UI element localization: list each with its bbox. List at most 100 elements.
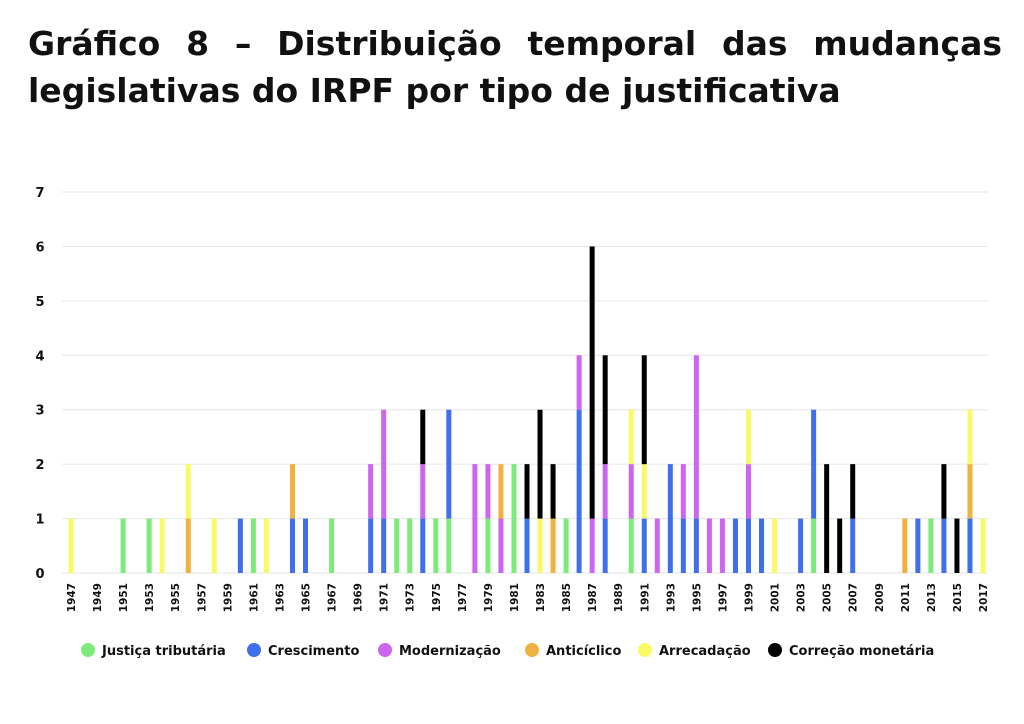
x-tick-label: 2013	[926, 583, 938, 612]
bar-1971-modernizacao	[381, 409, 387, 519]
bar-1988-correcao-monetaria	[602, 355, 608, 465]
x-tick-label: 1965	[301, 583, 313, 612]
bar-1982-crescimento	[524, 518, 530, 573]
x-tick-label: 1983	[535, 583, 547, 612]
legend-swatch-crescimento	[247, 643, 261, 657]
bar-1984-correcao-monetaria	[550, 464, 556, 519]
bar-2004-crescimento	[811, 409, 817, 519]
bar-1960-crescimento	[237, 518, 243, 573]
legend-swatch-justica-tributaria	[81, 643, 95, 657]
bar-1984-anticiclico	[550, 518, 556, 573]
bar-1994-crescimento	[680, 518, 686, 573]
bar-1983-correcao-monetaria	[537, 409, 543, 519]
bar-2014-correcao-monetaria	[941, 464, 947, 519]
x-tick-label: 1973	[405, 583, 417, 612]
bar-2001-arrecadacao	[772, 518, 778, 573]
x-tick-label: 1957	[196, 583, 208, 612]
bar-2006-correcao-monetaria	[837, 518, 843, 573]
bar-1970-crescimento	[368, 518, 374, 573]
bar-1995-crescimento	[693, 518, 699, 573]
bar-1992-modernizacao	[654, 518, 660, 573]
bar-2016-arrecadacao	[967, 409, 973, 465]
bar-2016-anticiclico	[967, 464, 973, 519]
bar-1988-modernizacao	[602, 464, 608, 519]
bar-1972-justica-tributaria	[394, 518, 400, 573]
bar-1947-arrecadacao	[68, 518, 74, 573]
legend-swatch-anticiclico	[525, 643, 539, 657]
bar-2015-correcao-monetaria	[954, 518, 960, 573]
bar-1987-modernizacao	[589, 518, 595, 573]
bar-1982-correcao-monetaria	[524, 464, 530, 519]
bar-1980-anticiclico	[498, 464, 504, 519]
x-tick-label: 1953	[144, 583, 156, 612]
bar-1974-correcao-monetaria	[420, 409, 426, 465]
bar-1974-modernizacao	[420, 464, 426, 519]
bar-1999-arrecadacao	[745, 409, 751, 465]
x-tick-label: 2009	[874, 583, 886, 612]
bar-1996-modernizacao	[706, 518, 712, 573]
bar-1970-modernizacao	[368, 464, 374, 519]
bar-1999-modernizacao	[745, 464, 751, 519]
bar-2007-correcao-monetaria	[850, 464, 856, 519]
x-tick-label: 1999	[743, 583, 755, 612]
x-tick-label: 2003	[796, 583, 808, 612]
legend-swatch-correcao-monetaria	[768, 643, 782, 657]
y-tick-label: 7	[35, 186, 44, 201]
bar-1985-justica-tributaria	[563, 518, 569, 573]
bar-1997-modernizacao	[719, 518, 725, 573]
x-axis: 1947 1949 1951 1953 1955 1957 1959 1961 1963 1965…	[66, 583, 990, 612]
bar-2017-arrecadacao	[980, 518, 986, 573]
x-tick-label: 1977	[457, 583, 469, 612]
y-tick-label: 5	[35, 295, 44, 310]
y-tick-label: 3	[35, 404, 44, 419]
bar-2011-anticiclico	[902, 518, 908, 573]
bar-2003-crescimento	[798, 518, 804, 573]
bar-1995-modernizacao	[693, 355, 699, 519]
bar-1991-correcao-monetaria	[641, 355, 647, 465]
bar-1998-crescimento	[732, 518, 738, 573]
x-tick-label: 1967	[327, 583, 339, 612]
bar-1991-arrecadacao	[641, 464, 647, 519]
bar-1973-justica-tributaria	[407, 518, 413, 573]
bar-1990-arrecadacao	[628, 409, 634, 465]
bar-2005-correcao-monetaria	[824, 464, 830, 573]
bar-1958-arrecadacao	[211, 518, 217, 573]
x-tick-label: 1987	[587, 583, 599, 612]
x-tick-label: 1959	[222, 583, 234, 612]
bar-2013-justica-tributaria	[928, 518, 934, 573]
bar-1956-anticiclico	[185, 518, 191, 573]
bar-1999-crescimento	[745, 518, 751, 573]
chart-title: Gráfico 8 – Distribuição temporal das mu…	[28, 24, 1002, 110]
x-tick-label: 1993	[665, 583, 677, 612]
x-tick-label: 1989	[613, 583, 625, 612]
x-tick-label: 1947	[66, 583, 78, 612]
y-tick-label: 0	[35, 567, 44, 582]
legend-swatch-arrecadacao	[638, 643, 652, 657]
x-tick-label: 2005	[822, 583, 834, 612]
bar-1993-crescimento	[667, 464, 673, 573]
bar-1976-justica-tributaria	[446, 518, 452, 573]
legend-label-correcao-monetaria: Correção monetária	[789, 644, 934, 659]
bar-1990-modernizacao	[628, 464, 634, 519]
bar-1961-justica-tributaria	[250, 518, 256, 573]
x-tick-label: 1979	[483, 583, 495, 612]
x-tick-label: 1963	[274, 583, 286, 612]
bars	[68, 246, 986, 573]
x-tick-label: 1969	[353, 583, 365, 612]
bar-1978-modernizacao	[472, 464, 478, 573]
x-tick-label: 2017	[978, 583, 990, 612]
x-tick-label: 1981	[509, 583, 521, 612]
bar-1976-crescimento	[446, 409, 452, 519]
bar-1988-crescimento	[602, 518, 608, 573]
bar-2000-crescimento	[759, 518, 765, 573]
bar-1951-justica-tributaria	[120, 518, 126, 573]
legend-label-anticiclico: Anticíclico	[546, 644, 621, 659]
x-tick-label: 2007	[848, 583, 860, 612]
bar-1967-justica-tributaria	[329, 518, 335, 573]
bar-1981-justica-tributaria	[511, 464, 517, 573]
bar-1964-crescimento	[289, 518, 295, 573]
bar-1980-modernizacao	[498, 518, 504, 573]
bar-1987-correcao-monetaria	[589, 246, 595, 519]
bar-2016-crescimento	[967, 518, 973, 573]
